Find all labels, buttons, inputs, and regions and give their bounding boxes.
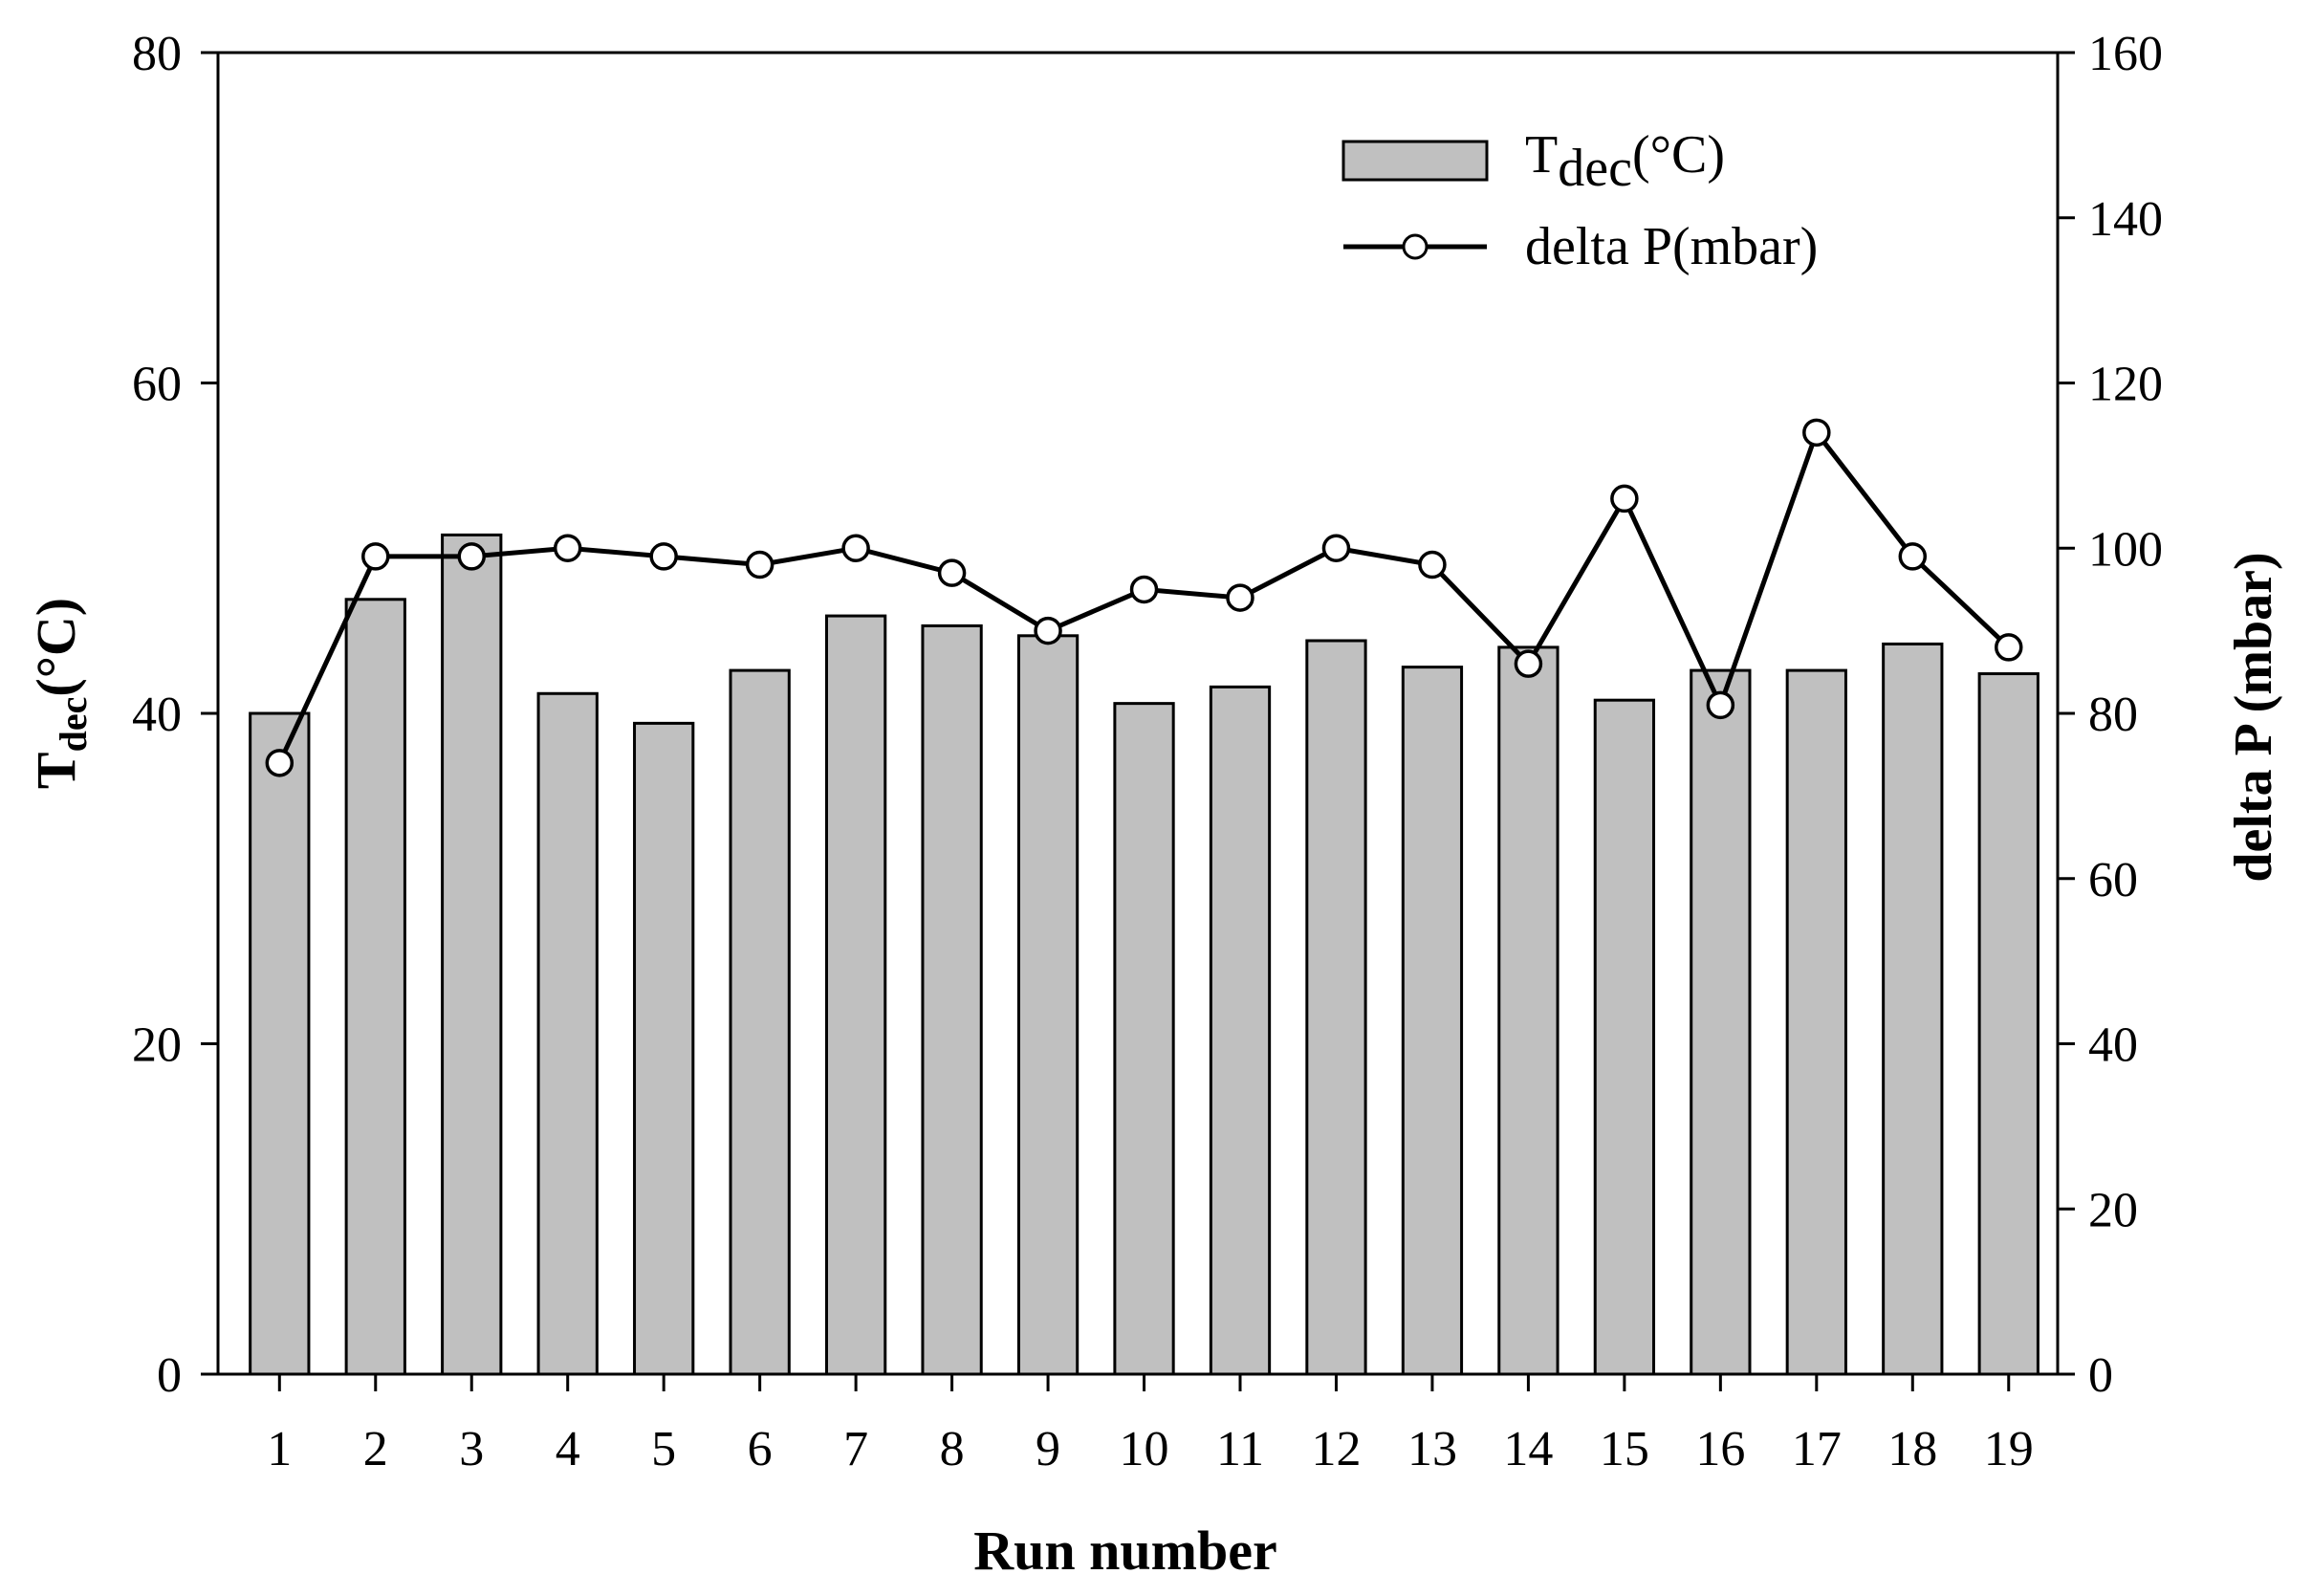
line-point xyxy=(265,749,294,777)
right-tick-label: 80 xyxy=(2088,688,2138,742)
bar xyxy=(1209,685,1272,1376)
line-point xyxy=(1898,542,1928,571)
x-tick-label: 3 xyxy=(459,1422,484,1476)
line-point xyxy=(553,534,582,562)
line-point xyxy=(1321,534,1351,562)
legend: Tdec(°C) delta P(mbar) xyxy=(1341,125,1818,276)
right-tick-label: 140 xyxy=(2088,192,2163,247)
bar xyxy=(536,691,599,1376)
bar xyxy=(441,533,503,1376)
line-point xyxy=(457,542,486,571)
legend-bar-label-main: T xyxy=(1525,125,1558,185)
bar xyxy=(1497,645,1560,1376)
line-point xyxy=(1995,633,2023,662)
bar xyxy=(249,711,311,1376)
bar xyxy=(1401,666,1464,1376)
x-tick-label: 1 xyxy=(267,1422,292,1476)
right-axis-title: delta P (mbar) xyxy=(2224,552,2283,882)
right-y-axis: 0 20 40 60 80 100 120 140 160 xyxy=(2058,27,2163,1403)
right-tick-label: 160 xyxy=(2088,27,2163,81)
bar xyxy=(1593,698,1656,1376)
x-tick-label: 10 xyxy=(1120,1422,1169,1476)
legend-line-marker xyxy=(1402,233,1429,260)
bar-series xyxy=(249,533,2039,1376)
x-tick-label: 12 xyxy=(1311,1422,1361,1476)
line-point xyxy=(1226,583,1254,612)
x-tick-label: 11 xyxy=(1216,1422,1264,1476)
bar xyxy=(1977,672,2039,1376)
left-axis-title-main: T xyxy=(25,752,87,789)
x-tick-label: 13 xyxy=(1407,1422,1457,1476)
x-axis-title: Run number xyxy=(973,1519,1276,1582)
left-axis-title-unit: (°C) xyxy=(25,598,87,697)
bar xyxy=(824,614,887,1376)
line-point xyxy=(1034,616,1062,645)
x-tick-label: 16 xyxy=(1695,1422,1745,1476)
line-point xyxy=(1514,649,1543,678)
x-tick-label: 14 xyxy=(1503,1422,1553,1476)
left-axis-title: Tdec(°C) xyxy=(25,598,95,789)
legend-bar-label-unit: (°C) xyxy=(1632,125,1725,185)
right-tick-label: 100 xyxy=(2088,522,2163,577)
bar xyxy=(1113,702,1175,1376)
right-tick-label: 120 xyxy=(2088,358,2163,412)
left-tick-label: 20 xyxy=(132,1018,182,1073)
bar xyxy=(1305,639,1367,1376)
line-point xyxy=(649,542,678,571)
line-point xyxy=(841,534,870,562)
bar xyxy=(633,721,695,1376)
left-tick-label: 40 xyxy=(132,688,182,742)
left-tick-label: 60 xyxy=(132,358,182,412)
left-tick-label: 80 xyxy=(132,27,182,81)
x-tick-label: 4 xyxy=(556,1422,580,1476)
bar xyxy=(1882,642,1944,1376)
x-tick-label: 17 xyxy=(1792,1422,1842,1476)
right-tick-label: 60 xyxy=(2088,853,2138,907)
line-point xyxy=(1802,418,1831,448)
bar xyxy=(921,623,983,1376)
right-tick-label: 20 xyxy=(2088,1183,2138,1237)
x-tick-label: 6 xyxy=(748,1422,773,1476)
line-point xyxy=(1418,550,1447,579)
legend-bar-label: Tdec(°C) xyxy=(1525,125,1725,198)
x-tick-label: 7 xyxy=(843,1422,868,1476)
x-tick-label: 5 xyxy=(651,1422,676,1476)
legend-line-label: delta P(mbar) xyxy=(1525,217,1818,276)
right-tick-label: 0 xyxy=(2088,1348,2113,1403)
left-y-axis: 0 20 40 60 80 xyxy=(132,27,218,1403)
x-tick-label: 2 xyxy=(363,1422,388,1476)
right-tick-label: 40 xyxy=(2088,1018,2138,1073)
line-point xyxy=(745,550,774,579)
x-axis: 1 2 3 4 5 6 7 8 9 10 11 12 13 14 15 16 17 18 19 xyxy=(267,1374,2034,1476)
line-series xyxy=(265,418,2023,777)
x-tick-label: 15 xyxy=(1600,1422,1649,1476)
x-tick-label: 9 xyxy=(1036,1422,1060,1476)
x-tick-label: 19 xyxy=(1984,1422,2034,1476)
legend-bar-swatch xyxy=(1341,140,1489,182)
left-axis-title-sub: dec xyxy=(52,697,95,753)
line-point xyxy=(937,558,967,587)
line-point xyxy=(1129,575,1159,604)
bar xyxy=(1690,668,1752,1376)
line-point xyxy=(1706,690,1735,720)
bar xyxy=(1016,634,1080,1376)
legend-bar-label-sub: dec xyxy=(1558,139,1632,198)
line-point xyxy=(1610,484,1639,514)
bar xyxy=(729,668,791,1376)
x-tick-label: 8 xyxy=(940,1422,965,1476)
left-tick-label: 0 xyxy=(157,1348,182,1403)
line-point xyxy=(361,542,390,571)
x-tick-label: 18 xyxy=(1887,1422,1937,1476)
bar xyxy=(344,598,406,1376)
bar xyxy=(1785,668,1847,1376)
